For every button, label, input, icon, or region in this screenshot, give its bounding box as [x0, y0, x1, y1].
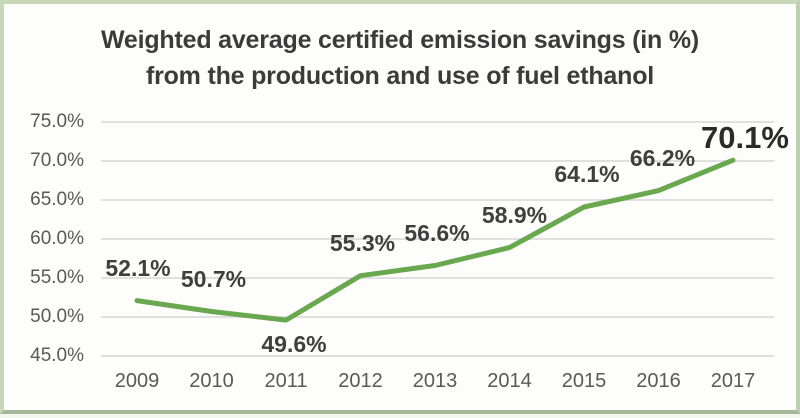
y-axis-tick-label: 50.0%	[30, 306, 84, 327]
x-axis-tick-label: 2012	[338, 370, 383, 392]
x-axis-tick-label: 2013	[412, 370, 458, 392]
y-axis-tick-label: 70.0%	[30, 150, 84, 171]
data-label: 52.1%	[105, 254, 171, 281]
data-label: 58.9%	[481, 201, 548, 228]
data-label: 56.6%	[404, 219, 470, 246]
data-label: 49.6%	[261, 331, 327, 358]
chart-title-line-2: from the production and use of fuel etha…	[145, 62, 655, 90]
x-axis-tick-label: 2011	[264, 370, 308, 392]
x-axis-tick-label: 2015	[561, 370, 607, 392]
chart-title-line-1: Weighted average certified emission savi…	[100, 26, 700, 54]
x-axis-tick-label: 2016	[636, 370, 681, 392]
y-axis-tick-label: 60.0%	[30, 228, 84, 249]
chart-title: Weighted average certified emission savi…	[4, 22, 796, 94]
line-chart-svg	[101, 121, 774, 357]
x-axis-tick-label: 2009	[114, 370, 160, 392]
y-axis-tick-label: 75.0%	[30, 111, 84, 132]
y-axis-tick-label: 55.0%	[30, 267, 84, 288]
series-line	[134, 157, 736, 323]
y-axis-tick-label: 65.0%	[30, 189, 84, 210]
plot-area: 75.0% 70.0% 65.0% 60.0% 55.0% 50.0% 45.0% 2009 2…	[4, 4, 800, 418]
data-label: 55.3%	[329, 229, 396, 256]
x-axis-tick-label: 2014	[487, 370, 532, 392]
y-axis-tick-label: 45.0%	[30, 345, 84, 366]
x-axis-tick-label: 2010	[189, 370, 234, 392]
data-label: 50.7%	[180, 265, 247, 292]
data-label: 66.2%	[629, 144, 696, 171]
data-label: 70.1%	[701, 120, 789, 156]
data-label: 64.1%	[554, 161, 620, 188]
x-axis-tick-label: 2017	[710, 370, 756, 392]
